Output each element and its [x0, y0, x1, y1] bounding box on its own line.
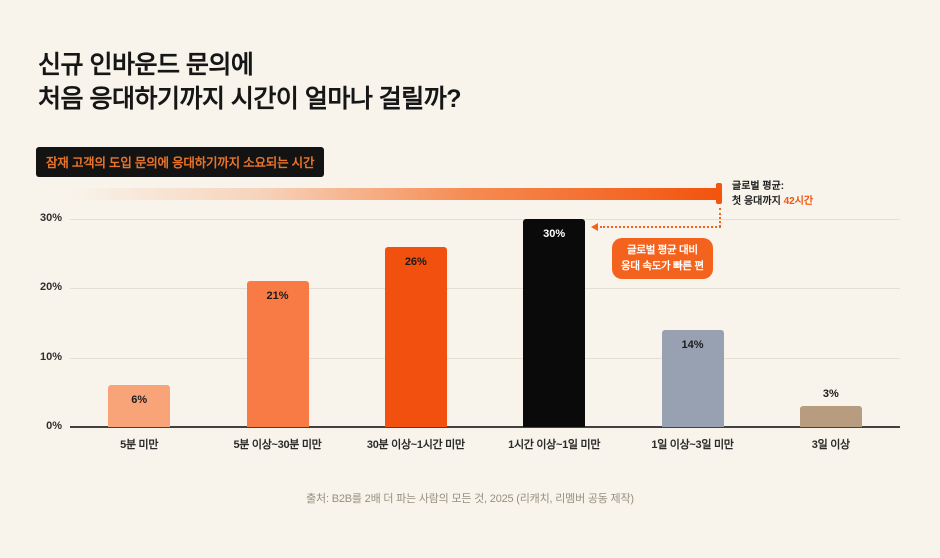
y-tick-label: 30%	[39, 212, 62, 224]
bar-value-label: 30%	[543, 228, 566, 240]
x-axis-category-label: 1시간 이상~1일 미만	[508, 439, 601, 451]
gridline-30%	[70, 219, 900, 220]
global-average-arrow-endcap	[716, 183, 722, 204]
x-axis-category-label: 30분 이상~1시간 미만	[366, 439, 465, 451]
gridline-20%	[70, 288, 900, 290]
y-tick-label: 20%	[39, 281, 62, 294]
bar-value-label: 3%	[822, 388, 839, 401]
x-axis-category-label: 1일 이상~3일 미만	[651, 439, 734, 451]
global-average-value: 42시간	[783, 196, 814, 207]
page-title-line1: 신규 인바운드 문의에	[38, 51, 254, 79]
global-average-line1: 글로벌 평균:	[732, 181, 785, 192]
chart-subtitle-badge: 잠재 고객의 도입 문의에 응대하기까지 소요되는 시간	[36, 147, 325, 177]
speed-callout: 글로벌 평균 대비 응대 속도가 빠른 편	[612, 238, 713, 279]
bar-value-label: 14%	[681, 338, 704, 351]
bar-4	[523, 219, 586, 427]
dotted-connector-vertical	[719, 208, 721, 227]
dotted-connector-horizontal	[600, 226, 721, 228]
source-citation: 출처: B2B를 2배 더 파는 사람의 모든 것, 2025 (리캐치, 리멤…	[306, 493, 634, 505]
bar-value-label: 21%	[266, 290, 289, 303]
bar-6	[799, 406, 862, 427]
speed-callout-line1: 글로벌 평균 대비	[626, 244, 698, 256]
bar-value-label: 6%	[131, 394, 148, 407]
bar-value-label: 26%	[404, 255, 427, 268]
gridline-10%	[70, 357, 900, 359]
global-average-annotation: 글로벌 평균: 첫 응대까지 42시간	[732, 179, 813, 209]
bar-2	[246, 281, 309, 427]
bar-5	[661, 329, 724, 427]
speed-callout-line2: 응대 속도가 빠른 편	[621, 259, 704, 272]
global-average-gradient-arrow	[68, 188, 716, 200]
y-tick-label: 10%	[39, 350, 62, 363]
page-title-line2: 처음 응대하기까지 시간이 얼마나 걸릴까?	[38, 85, 462, 113]
x-axis-line	[70, 426, 900, 428]
bar-3	[384, 246, 447, 427]
x-axis-category-label: 3일 이상	[811, 439, 850, 451]
global-average-line2: 첫 응대까지 42시간	[732, 196, 814, 207]
dotted-connector-arrowhead-icon	[591, 223, 598, 231]
y-tick-label: 0%	[46, 420, 62, 432]
x-axis-category-label: 5분 이상~30분 미만	[233, 439, 322, 451]
page-title: 신규 인바운드 문의에 처음 응대하기까지 시간이 얼마나 걸릴까?	[38, 48, 462, 116]
bar-1	[108, 385, 171, 427]
x-axis-category-label: 5분 미만	[120, 439, 159, 451]
